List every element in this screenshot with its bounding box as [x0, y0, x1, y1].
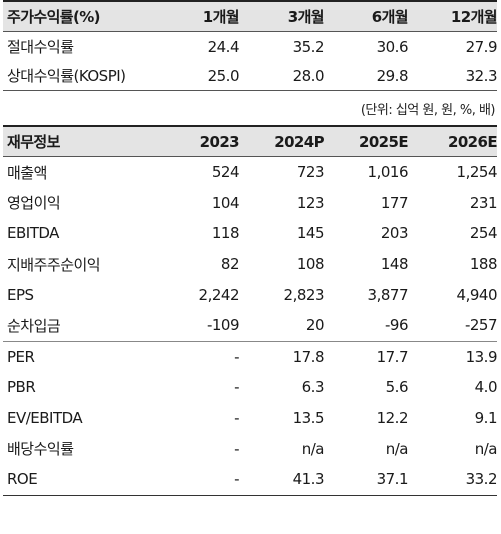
row-label: PBR: [7, 378, 36, 397]
returns-header-12m: 12개월: [450, 8, 498, 26]
cell: 123: [296, 193, 325, 212]
returns-header-row: 주가수익률(%) 1개월 3개월 6개월 12개월: [3, 0, 498, 32]
financials-row-dividend-yield: 배당수익률 - n/a n/a n/a: [3, 433, 498, 464]
cell: -: [234, 378, 239, 397]
financials-row-eps: EPS 2,242 2,823 3,877 4,940: [3, 279, 498, 310]
financials-header-2024p: 2024P: [274, 132, 324, 151]
unit-note: (단위: 십억 원, 원, %, 배): [360, 102, 496, 118]
cell: 41.3: [292, 470, 325, 489]
cell: 6.3: [301, 378, 325, 397]
returns-header-3m: 3개월: [287, 8, 325, 26]
cell: 177: [380, 193, 409, 212]
financials-header-2026e: 2026E: [448, 132, 498, 151]
financials-header-label: 재무정보: [7, 133, 60, 151]
row-label: 지배주주순이익: [7, 255, 101, 274]
cell: 25.0: [207, 66, 240, 85]
cell: 524: [211, 163, 240, 182]
row-label: 배당수익률: [7, 440, 74, 459]
cell: n/a: [474, 439, 498, 458]
cell: -96: [385, 316, 409, 335]
cell: 27.9: [465, 37, 498, 56]
cell: 2,823: [283, 285, 325, 304]
financials-row-roe: ROE - 41.3 37.1 33.2: [3, 464, 498, 496]
cell: 17.7: [376, 347, 409, 366]
financials-row-revenue: 매출액 524 723 1,016 1,254: [3, 157, 498, 188]
returns-row-relative: 상대수익률(KOSPI) 25.0 28.0 29.8 32.3: [3, 61, 498, 91]
cell: 1,016: [367, 163, 409, 182]
returns-header-1m: 1개월: [202, 8, 240, 26]
financials-row-pbr: PBR - 6.3 5.6 4.0: [3, 372, 498, 403]
report-tables: 주가수익률(%) 1개월 3개월 6개월 12개월 절대수익률 24.4 35.…: [3, 0, 498, 496]
financials-header-2025e: 2025E: [359, 132, 409, 151]
cell: 13.5: [292, 409, 325, 428]
cell: 5.6: [385, 378, 409, 397]
cell: 231: [469, 193, 498, 212]
row-label: 매출액: [7, 163, 47, 182]
cell: 9.1: [474, 409, 498, 428]
stock-returns-table: 주가수익률(%) 1개월 3개월 6개월 12개월 절대수익률 24.4 35.…: [3, 0, 498, 91]
returns-header-label: 주가수익률(%): [7, 8, 101, 26]
financials-row-per: PER - 17.8 17.7 13.9: [3, 340, 498, 373]
cell: 12.2: [376, 409, 409, 428]
cell: 3,877: [367, 285, 409, 304]
row-label: 순차입금: [7, 316, 61, 335]
financials-row-ebitda: EBITDA 118 145 203 254: [3, 218, 498, 249]
row-label: EV/EBITDA: [7, 409, 83, 428]
financials-row-net-income: 지배주주순이익 82 108 148 188: [3, 249, 498, 280]
row-label: 영업이익: [7, 194, 61, 213]
cell: 28.0: [292, 66, 325, 85]
cell: 145: [296, 224, 325, 243]
cell: 20: [305, 316, 325, 335]
row-label: 상대수익률(KOSPI): [7, 67, 126, 85]
cell: 2,242: [198, 285, 240, 304]
row-label: 절대수익률: [7, 38, 74, 56]
cell: 37.1: [376, 470, 409, 489]
row-label: EBITDA: [7, 224, 59, 243]
cell: 4.0: [474, 378, 498, 397]
cell: -257: [464, 316, 498, 335]
cell: 254: [469, 224, 498, 243]
cell: 33.2: [465, 470, 498, 489]
cell: -109: [206, 316, 240, 335]
returns-row-absolute: 절대수익률 24.4 35.2 30.6 27.9: [3, 32, 498, 61]
financials-table: 재무정보 2023 2024P 2025E 2026E 매출액 524 723 …: [3, 125, 498, 496]
cell: 203: [380, 224, 409, 243]
cell: 24.4: [207, 37, 240, 56]
cell: 723: [296, 163, 325, 182]
financials-header-2023: 2023: [199, 132, 240, 151]
cell: 82: [220, 255, 240, 274]
cell: 17.8: [292, 347, 325, 366]
financials-row-ev-ebitda: EV/EBITDA - 13.5 12.2 9.1: [3, 403, 498, 434]
financials-header-row: 재무정보 2023 2024P 2025E 2026E: [3, 125, 498, 157]
financials-row-operating-profit: 영업이익 104 123 177 231: [3, 188, 498, 219]
cell: 188: [469, 255, 498, 274]
row-label: PER: [7, 347, 35, 366]
cell: 30.6: [376, 37, 409, 56]
cell: 148: [380, 255, 409, 274]
cell: 32.3: [465, 66, 498, 85]
cell: n/a: [301, 439, 325, 458]
financials-row-net-debt: 순차입금 -109 20 -96 -257: [3, 310, 498, 341]
returns-header-6m: 6개월: [371, 8, 409, 26]
cell: 29.8: [376, 66, 409, 85]
cell: 4,940: [456, 285, 498, 304]
cell: 13.9: [465, 347, 498, 366]
cell: 104: [211, 193, 240, 212]
cell: n/a: [385, 439, 409, 458]
cell: 108: [296, 255, 325, 274]
row-label: EPS: [7, 285, 34, 304]
row-label: ROE: [7, 470, 38, 489]
cell: -: [234, 470, 239, 489]
cell: 1,254: [456, 163, 498, 182]
cell: -: [234, 409, 239, 428]
cell: 118: [211, 224, 240, 243]
cell: -: [234, 439, 239, 458]
cell: -: [234, 347, 239, 366]
cell: 35.2: [292, 37, 325, 56]
